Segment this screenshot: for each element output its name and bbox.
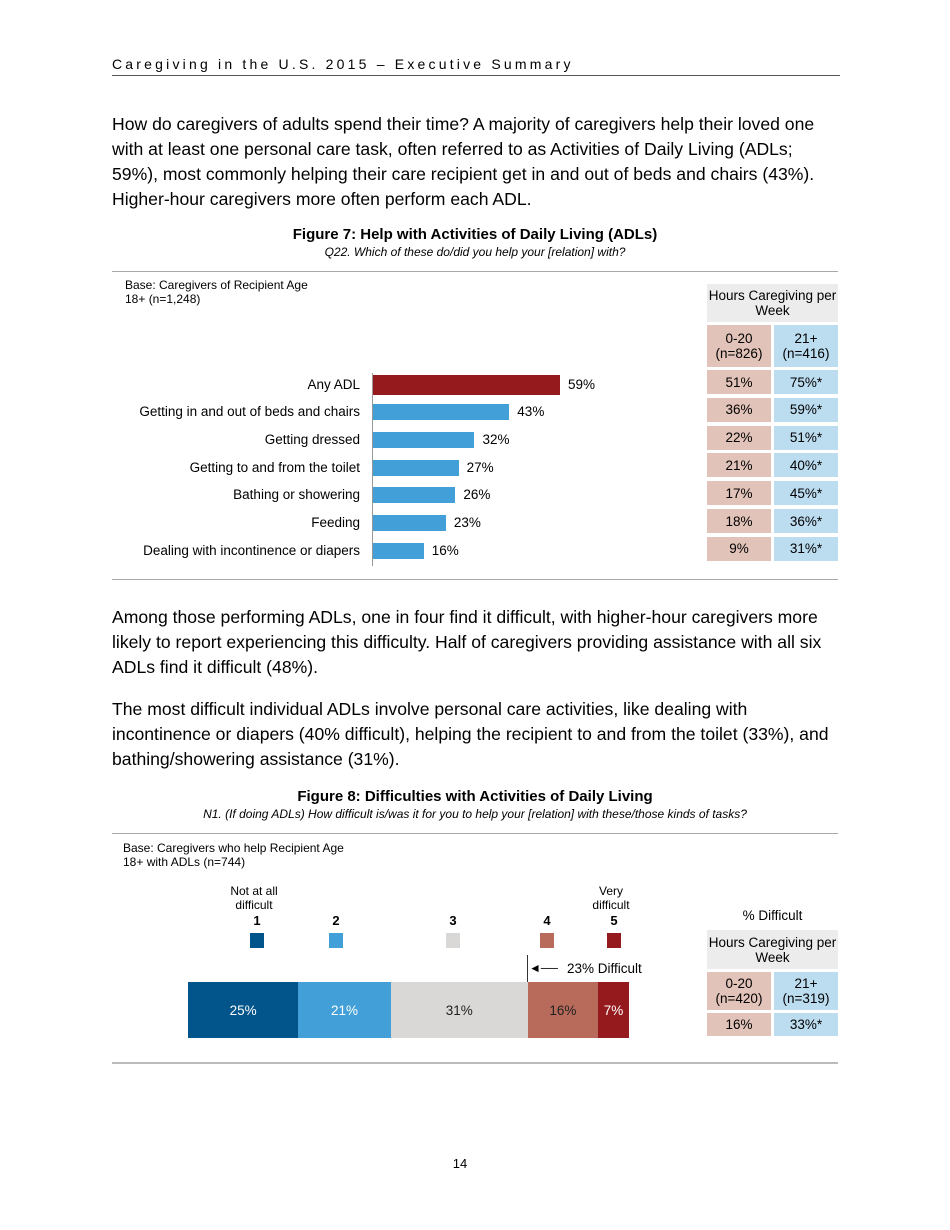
figure8-table-header: Hours Caregiving per Week xyxy=(707,930,838,969)
figure8-base: Base: Caregivers who help Recipient Age … xyxy=(123,841,344,869)
figure7-col-0-20: 0-20 (n=826) xyxy=(707,325,771,367)
figure7-title: Figure 7: Help with Activities of Daily … xyxy=(292,226,658,243)
bar-segment: 16% xyxy=(527,982,599,1038)
data-label: 43% xyxy=(517,404,545,419)
scale-low-label: Not at all difficult xyxy=(230,884,278,912)
scale-high-label: Very difficult xyxy=(592,884,630,912)
figure8-top-rule xyxy=(112,833,838,834)
table-cell-0-20: 17% xyxy=(707,481,771,506)
bar xyxy=(373,543,424,559)
figure7-axis xyxy=(372,373,373,566)
paragraph: How do caregivers of adults spend their … xyxy=(112,114,815,209)
figure7-table-header: Hours Caregiving per Week xyxy=(707,284,838,322)
legend-number: 3 xyxy=(449,913,457,928)
page-number: 14 xyxy=(452,1156,468,1171)
figure8-bottom-rule xyxy=(112,1062,838,1064)
data-label: 59% xyxy=(568,377,596,392)
legend-number: 2 xyxy=(332,913,340,928)
category-label: Dealing with incontinence or diapers xyxy=(143,543,360,558)
table-cell-0-20: 36% xyxy=(707,397,771,422)
table-cell-21plus: 31%* xyxy=(774,536,838,561)
legend-number: 1 xyxy=(253,913,261,928)
category-label: Getting dressed xyxy=(264,432,360,447)
data-label: 32% xyxy=(482,432,510,447)
figure7-col-21plus: 21+ (n=416) xyxy=(774,325,838,367)
table-cell-0-20: 21% xyxy=(707,453,771,478)
figure7-subtitle: Q22. Which of these do/did you help your… xyxy=(324,245,626,259)
bar-segment: 21% xyxy=(298,982,391,1038)
legend-swatch xyxy=(540,933,554,948)
figure7-base: Base: Caregivers of Recipient Age 18+ (n… xyxy=(125,278,308,306)
difficult-marker-line xyxy=(527,955,528,982)
bar xyxy=(373,432,475,448)
figure8-table-title: % Difficult xyxy=(742,908,803,923)
difficult-annotation: 23% Difficult xyxy=(567,961,642,976)
table-cell-21plus: 45%* xyxy=(774,481,838,506)
table-cell-0-20: 9% xyxy=(707,536,771,561)
bar xyxy=(373,515,446,531)
table-cell-21plus: 59%* xyxy=(774,397,838,422)
bar-segment: 31% xyxy=(390,982,528,1038)
legend-swatch xyxy=(329,933,343,948)
paragraph: Among those performing ADLs, one in four… xyxy=(112,607,822,677)
data-label: 27% xyxy=(466,460,494,475)
figure8-col-21plus: 21+ (n=319) xyxy=(774,972,838,1010)
figure8-subtitle: N1. (If doing ADLs) How difficult is/was… xyxy=(203,807,747,821)
legend-swatch xyxy=(250,933,264,948)
table-cell-21plus: 75%* xyxy=(774,370,838,394)
bar xyxy=(373,460,459,476)
header-rule xyxy=(112,75,840,76)
bar-segment: 25% xyxy=(188,982,299,1038)
legend-swatch xyxy=(607,933,621,948)
figure8-cell-0-20: 16% xyxy=(707,1013,771,1036)
figure7-bottom-rule xyxy=(112,579,838,580)
paragraph: The most difficult individual ADLs invol… xyxy=(112,699,829,769)
bar xyxy=(373,404,510,420)
category-label: Getting to and from the toilet xyxy=(189,460,360,475)
table-cell-0-20: 22% xyxy=(707,425,771,450)
figure8-title: Figure 8: Difficulties with Activities o… xyxy=(297,788,653,805)
bar-segment: 7% xyxy=(598,982,629,1038)
table-cell-0-20: 18% xyxy=(707,509,771,533)
table-cell-0-20: 51% xyxy=(707,370,771,394)
legend-number: 4 xyxy=(543,913,551,928)
table-cell-21plus: 51%* xyxy=(774,425,838,450)
bar xyxy=(373,487,456,503)
figure8-col-0-20: 0-20 (n=420) xyxy=(707,972,771,1010)
category-label: Bathing or showering xyxy=(233,487,360,502)
legend-number: 5 xyxy=(610,913,618,928)
category-label: Getting in and out of beds and chairs xyxy=(139,404,360,419)
data-label: 23% xyxy=(453,515,481,530)
table-cell-21plus: 36%* xyxy=(774,509,838,533)
data-label: 16% xyxy=(431,543,459,558)
figure8-cell-21plus: 33%* xyxy=(774,1013,838,1036)
figure7-top-rule xyxy=(112,271,838,272)
category-label: Any ADL xyxy=(307,377,360,392)
legend-swatch xyxy=(446,933,460,948)
arrow-left-icon: ◄── xyxy=(529,961,558,975)
running-header: Caregiving in the U.S. 2015 – Executive … xyxy=(112,56,574,72)
category-label: Feeding xyxy=(311,515,360,530)
bar xyxy=(373,375,561,395)
table-cell-21plus: 40%* xyxy=(774,453,838,478)
data-label: 26% xyxy=(463,487,491,502)
